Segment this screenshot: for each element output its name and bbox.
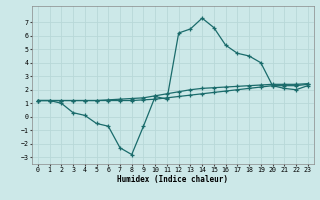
X-axis label: Humidex (Indice chaleur): Humidex (Indice chaleur) bbox=[117, 175, 228, 184]
